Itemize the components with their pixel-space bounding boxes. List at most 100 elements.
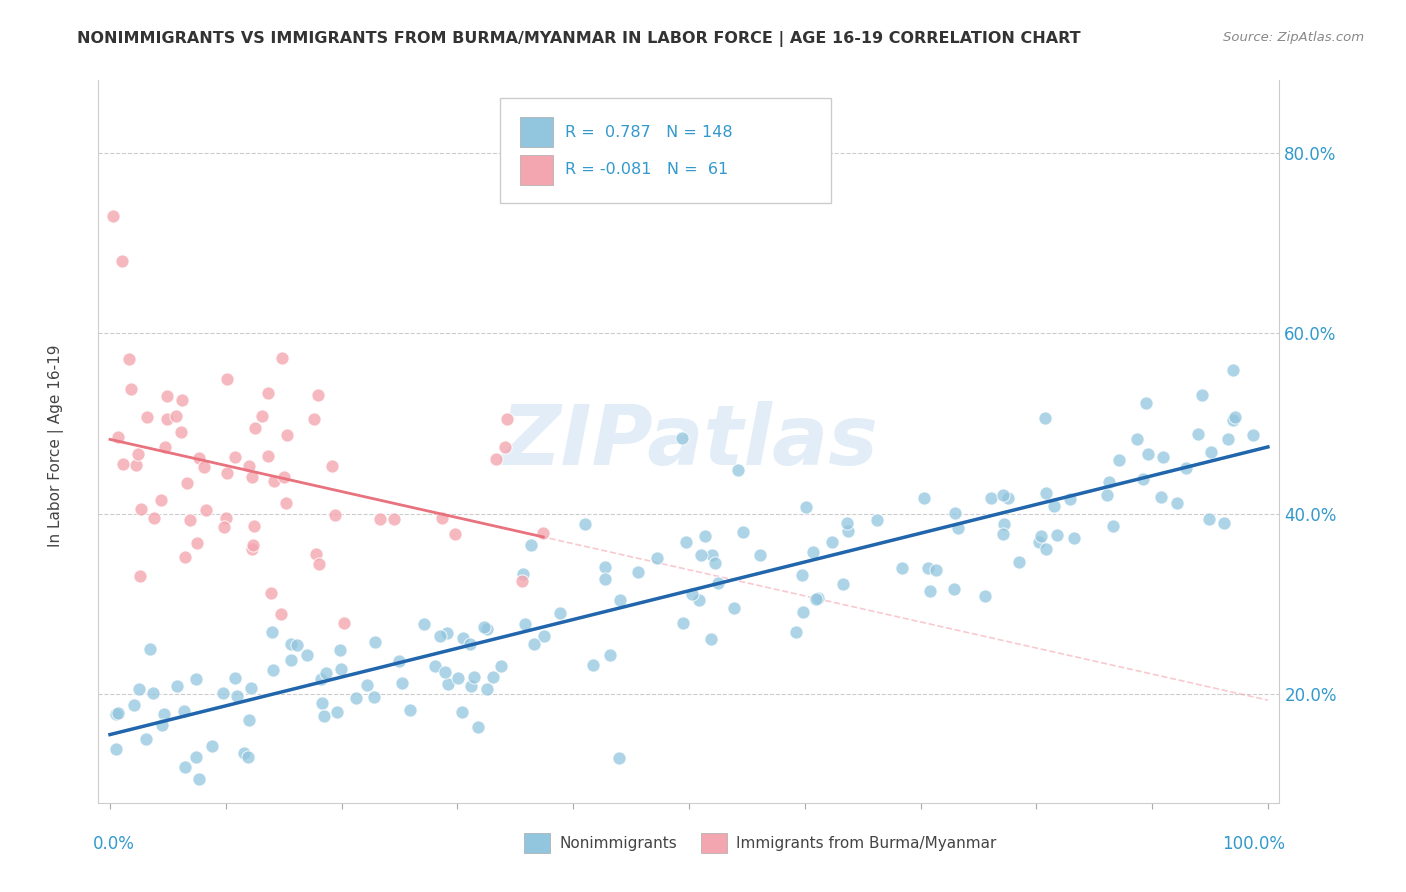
Point (139, 642, 162, 657)
Point (593, 572, 616, 586)
Point (308, 558, 330, 572)
Point (260, 585, 283, 599)
Point (363, 690, 385, 705)
Point (925, 563, 948, 577)
Point (437, 677, 460, 691)
Point (243, 421, 266, 435)
Text: ZIPatlas: ZIPatlas (501, 401, 877, 482)
Point (103, 209, 125, 223)
Point (946, 521, 969, 535)
Point (276, 428, 298, 442)
Point (212, 686, 235, 700)
Point (330, 662, 353, 676)
Point (991, 526, 1014, 541)
Point (533, 629, 555, 643)
Point (671, 431, 693, 445)
Point (124, 458, 146, 473)
Point (170, 392, 193, 407)
Point (224, 450, 246, 464)
Point (344, 690, 367, 705)
Point (434, 665, 457, 679)
Point (792, 605, 814, 619)
Point (943, 582, 966, 597)
Point (723, 601, 745, 615)
Point (688, 593, 710, 607)
Point (447, 671, 470, 685)
Bar (523, 833, 550, 854)
Point (804, 592, 827, 607)
Point (270, 351, 292, 366)
Point (187, 451, 209, 466)
Point (699, 632, 721, 646)
Point (1191, 388, 1213, 402)
Point (582, 658, 605, 673)
Text: R = -0.081   N =  61: R = -0.081 N = 61 (565, 162, 728, 178)
Point (991, 488, 1014, 502)
Point (215, 372, 238, 386)
Point (297, 648, 319, 662)
Point (1035, 541, 1057, 556)
Point (832, 577, 855, 591)
Point (1187, 427, 1209, 442)
Point (201, 739, 224, 753)
Point (179, 513, 201, 527)
Point (305, 547, 328, 561)
Point (444, 526, 467, 541)
Point (1035, 486, 1057, 500)
Point (250, 409, 273, 424)
Point (1059, 491, 1081, 506)
Point (333, 616, 356, 631)
Point (1102, 518, 1125, 533)
Point (675, 535, 697, 549)
Point (118, 352, 141, 367)
Point (120, 382, 142, 396)
Point (280, 653, 302, 667)
Point (391, 676, 413, 690)
Point (112, 457, 135, 471)
Point (243, 519, 266, 533)
Point (398, 703, 420, 717)
Text: In Labor Force | Age 16-19: In Labor Force | Age 16-19 (48, 344, 65, 548)
Point (153, 440, 176, 454)
Point (173, 704, 195, 718)
Point (727, 463, 749, 477)
Point (156, 389, 179, 403)
Point (1046, 527, 1069, 541)
Point (193, 459, 215, 474)
Point (1198, 512, 1220, 526)
Point (240, 541, 263, 556)
Text: Nonimmigrants: Nonimmigrants (560, 836, 676, 851)
Point (1136, 447, 1159, 461)
Point (645, 550, 668, 565)
Point (131, 501, 153, 516)
Point (186, 750, 208, 764)
Point (226, 689, 249, 703)
Point (609, 750, 631, 764)
Point (273, 470, 295, 484)
Point (188, 772, 211, 786)
Point (436, 626, 458, 640)
Point (485, 451, 508, 466)
Bar (700, 833, 727, 854)
Point (176, 475, 198, 490)
Point (174, 760, 197, 774)
Point (425, 659, 447, 673)
Point (792, 568, 814, 582)
Point (821, 535, 844, 549)
Bar (520, 154, 553, 185)
Point (1132, 472, 1154, 486)
Point (430, 511, 453, 525)
Point (224, 671, 246, 685)
Point (315, 666, 337, 681)
Point (135, 731, 157, 746)
Point (451, 631, 474, 645)
Point (165, 409, 187, 423)
Point (1241, 427, 1264, 442)
Point (166, 679, 188, 693)
Point (672, 616, 695, 631)
Point (110, 253, 132, 268)
Point (1225, 409, 1247, 424)
Point (731, 525, 754, 540)
Point (105, 707, 128, 722)
Point (128, 681, 150, 696)
